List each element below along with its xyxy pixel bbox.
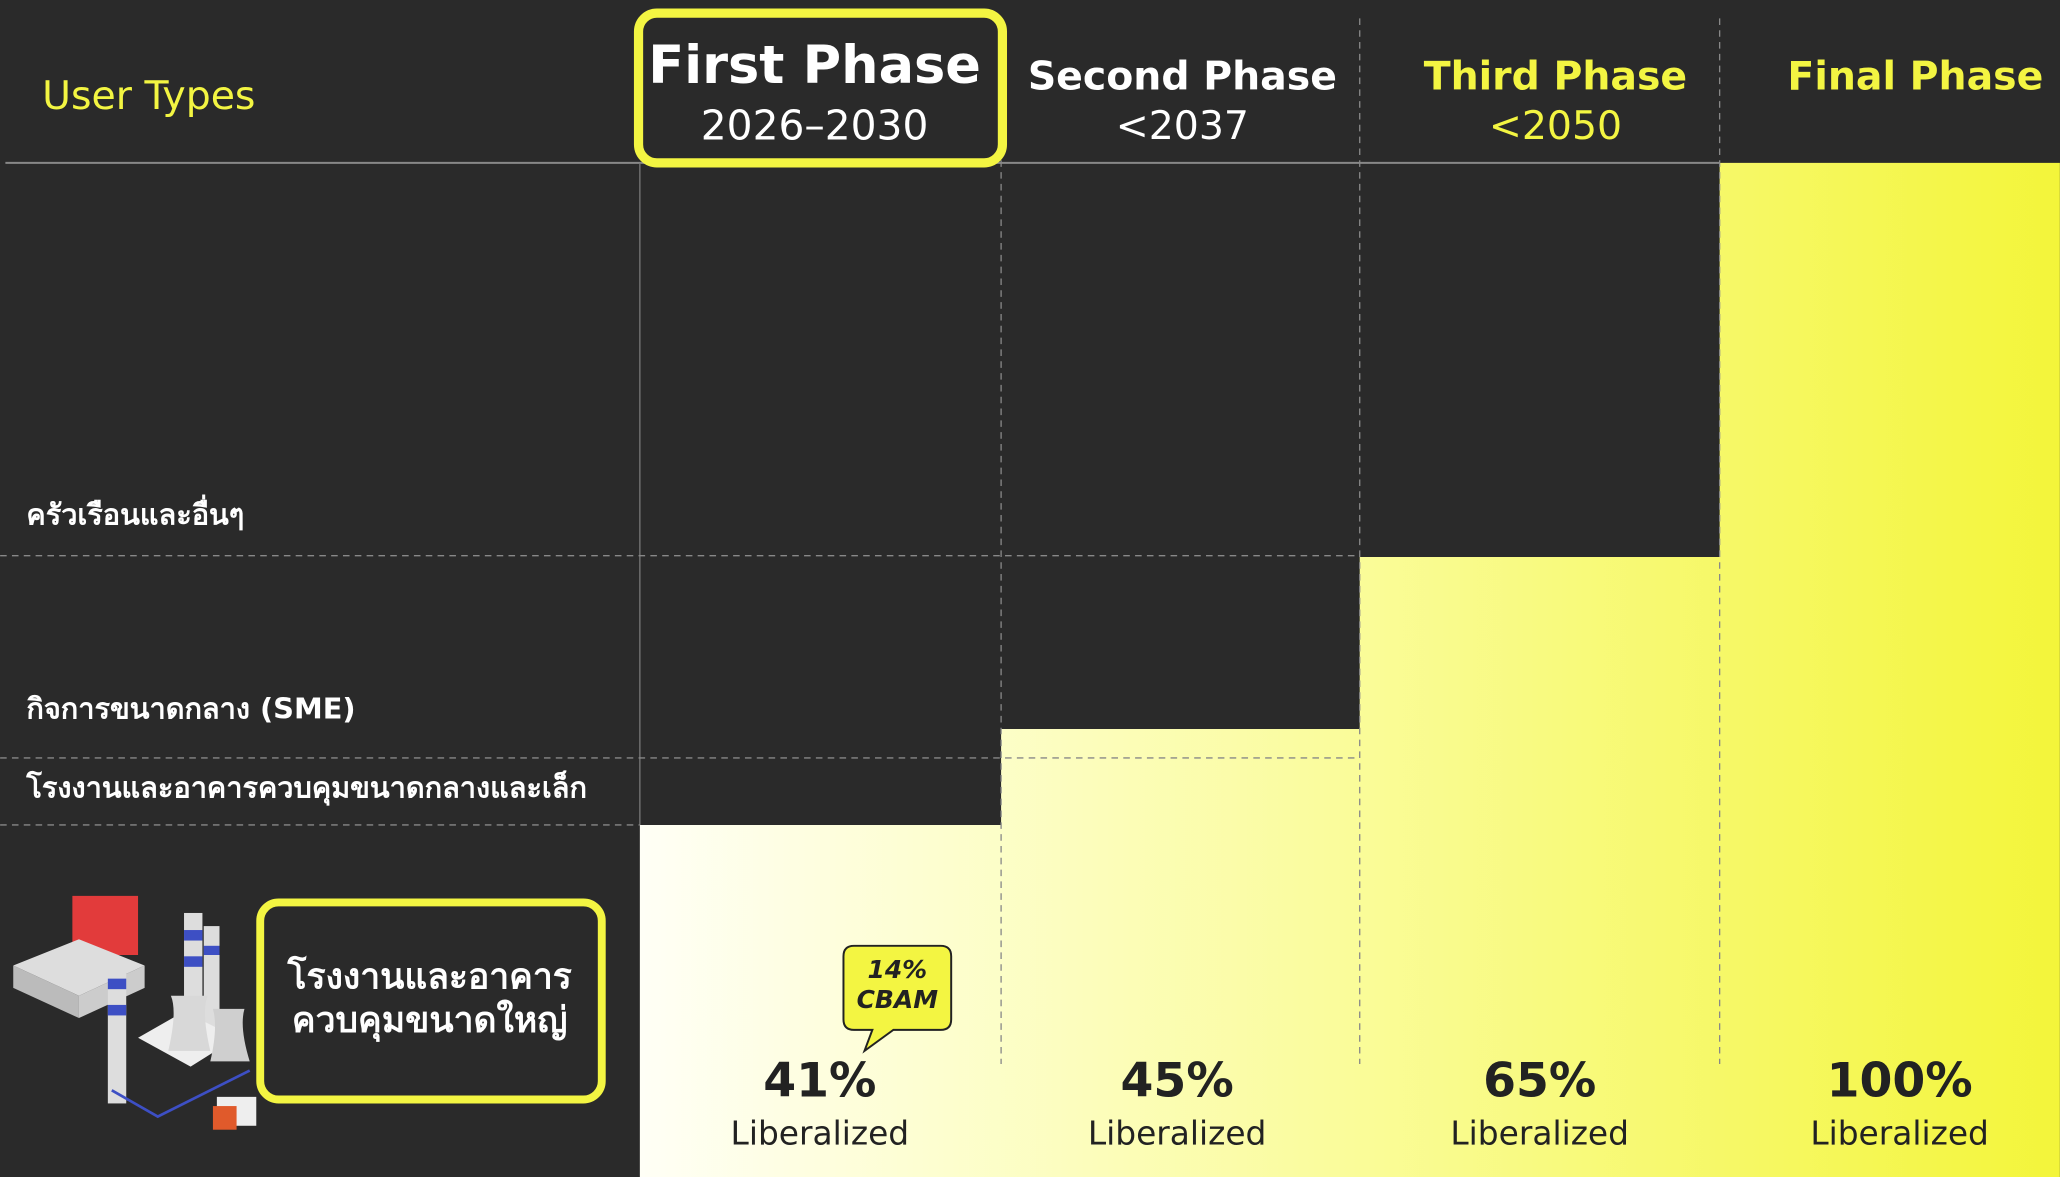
status-label: Liberalized [1088, 1114, 1267, 1152]
percent-label: 100% [1827, 1054, 1973, 1109]
user-types-heading: User Types [42, 73, 255, 119]
phase-name: Third Phase [1424, 53, 1687, 99]
user-type-label: กิจการขนาดกลาง (SME) [26, 692, 355, 726]
phase-period: <2037 [1116, 103, 1249, 149]
phase-name: Final Phase [1787, 53, 2043, 99]
percent-label: 65% [1483, 1054, 1596, 1109]
callout-text: 14% [867, 955, 927, 984]
current-phase-frame [633, 8, 1008, 168]
phase-name: Second Phase [1028, 53, 1337, 99]
phase-name: First Phase [648, 35, 981, 96]
user-type-label: โรงงานและอาคารควบคุมขนาดกลางและเล็ก [25, 769, 587, 805]
user-type-label: โรงงานและอาคาร [287, 955, 572, 998]
callout: 14% CBAM [842, 944, 953, 1054]
phase-period: 2026–2030 [701, 102, 929, 150]
percent-label: 45% [1121, 1054, 1234, 1109]
status-label: Liberalized [731, 1114, 910, 1152]
liberalized-area [639, 162, 2060, 1177]
callout-text: CBAM [857, 985, 939, 1014]
phase-period: <2050 [1489, 103, 1622, 149]
user-type-label: ควบคุมขนาดใหญ่ [292, 999, 568, 1042]
status-label: Liberalized [1810, 1114, 1989, 1152]
percent-label: 41% [763, 1054, 876, 1109]
user-type-label: ครัวเรือนและอื่นๆ [26, 493, 244, 531]
highlight-frame [256, 898, 606, 1104]
factory-illustration [13, 895, 257, 1130]
grid-lines [0, 18, 1721, 1065]
status-label: Liberalized [1450, 1114, 1629, 1152]
